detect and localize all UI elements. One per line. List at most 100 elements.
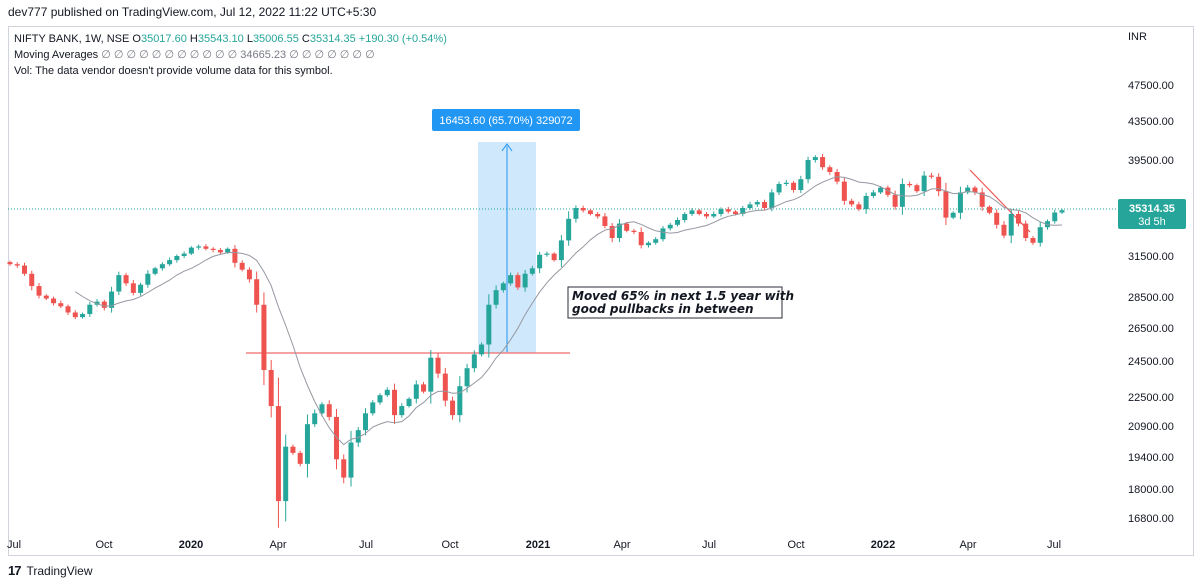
candle[interactable] [479,342,485,357]
candle[interactable] [587,208,593,216]
candle[interactable] [275,377,281,528]
legend-volume-row[interactable]: Vol: The data vendor doesn't provide vol… [14,63,447,79]
candle[interactable] [130,279,136,296]
candle[interactable] [493,285,499,309]
last-price-badge[interactable] [1118,199,1186,229]
candle[interactable] [109,286,115,313]
candle[interactable] [304,414,310,478]
candle[interactable] [616,219,622,243]
candle[interactable] [370,400,376,416]
candle[interactable] [138,282,144,296]
candle[interactable] [1052,209,1058,224]
candle[interactable] [421,381,427,394]
candle[interactable] [827,165,833,175]
candle[interactable] [363,408,369,436]
candle[interactable] [29,270,35,291]
candle[interactable] [762,199,768,211]
candle[interactable] [820,154,826,170]
candle[interactable] [1001,221,1007,239]
candle[interactable] [319,402,325,417]
candle[interactable] [783,180,789,186]
candle[interactable] [181,251,187,259]
candle[interactable] [116,271,122,295]
candle[interactable] [849,198,855,207]
candle[interactable] [152,266,158,276]
candle[interactable] [965,184,971,195]
candle[interactable] [907,181,913,188]
candle[interactable] [740,205,746,217]
candle[interactable] [283,434,289,522]
candle[interactable] [188,246,194,255]
candle[interactable] [841,177,847,205]
candle[interactable] [384,387,390,397]
candle[interactable] [268,360,274,418]
candle[interactable] [101,299,107,311]
candle[interactable] [196,244,202,250]
candle[interactable] [994,209,1000,229]
candle[interactable] [515,272,521,291]
candle[interactable] [936,173,942,197]
candle[interactable] [500,281,506,293]
candle[interactable] [653,237,659,245]
time-axis[interactable]: Jul Oct 2020 Apr Jul Oct 2021 Apr Jul Oct 2022 Apr J… [7,539,1061,551]
candle[interactable] [566,211,572,246]
candle[interactable] [312,409,318,427]
candle[interactable] [667,222,673,231]
candle[interactable] [355,427,361,447]
candle[interactable] [65,304,71,316]
candle[interactable] [899,178,905,215]
candle[interactable] [950,211,956,220]
legend-ohlc-row[interactable]: NIFTY BANK, 1W, NSE O35017.60 H35543.10 … [14,31,447,47]
candle[interactable] [413,380,419,404]
candle[interactable] [972,185,978,196]
candle[interactable] [580,205,586,213]
candle[interactable] [863,192,869,214]
candle[interactable] [551,252,557,262]
candle[interactable] [239,260,245,272]
candle[interactable] [1023,220,1029,242]
candle[interactable] [51,296,57,306]
candle[interactable] [80,312,86,319]
candle[interactable] [210,247,216,253]
candle[interactable] [22,262,28,276]
candle[interactable] [573,205,579,223]
candle[interactable] [754,200,760,207]
candle[interactable] [529,265,535,276]
candle[interactable] [558,235,564,267]
trendline[interactable] [969,169,1031,233]
candle[interactable] [885,185,891,198]
candle[interactable] [638,227,644,249]
candle[interactable] [392,383,398,425]
candle[interactable] [341,454,347,484]
candle[interactable] [892,190,898,210]
candle[interactable] [1037,221,1043,247]
candle[interactable] [682,212,688,223]
candle[interactable] [36,283,42,299]
candle[interactable] [544,251,550,257]
candle[interactable] [261,292,267,386]
candle[interactable] [145,270,151,288]
candle[interactable] [1008,208,1014,244]
candle[interactable] [72,310,78,320]
candle[interactable] [94,299,100,307]
candle[interactable] [486,294,492,358]
candle[interactable] [805,156,811,184]
candle[interactable] [703,211,709,219]
candle[interactable] [595,211,601,219]
candle[interactable] [232,245,238,268]
candle[interactable] [326,400,332,421]
candle[interactable] [747,201,753,210]
candle[interactable] [246,267,252,283]
candle[interactable] [428,350,434,404]
candle[interactable] [602,213,608,229]
candle[interactable] [348,430,354,487]
candle[interactable] [791,180,797,193]
candle[interactable] [609,223,615,243]
annotation-box[interactable] [567,286,783,319]
candle[interactable] [217,247,223,255]
candle[interactable] [406,397,412,408]
candle[interactable] [1059,208,1065,215]
candle[interactable] [254,271,260,313]
candle[interactable] [87,302,93,317]
legend-ma-row[interactable]: Moving Averages ∅ ∅ ∅ ∅ ∅ ∅ ∅ ∅ ∅ ∅ ∅ 34… [14,47,447,63]
